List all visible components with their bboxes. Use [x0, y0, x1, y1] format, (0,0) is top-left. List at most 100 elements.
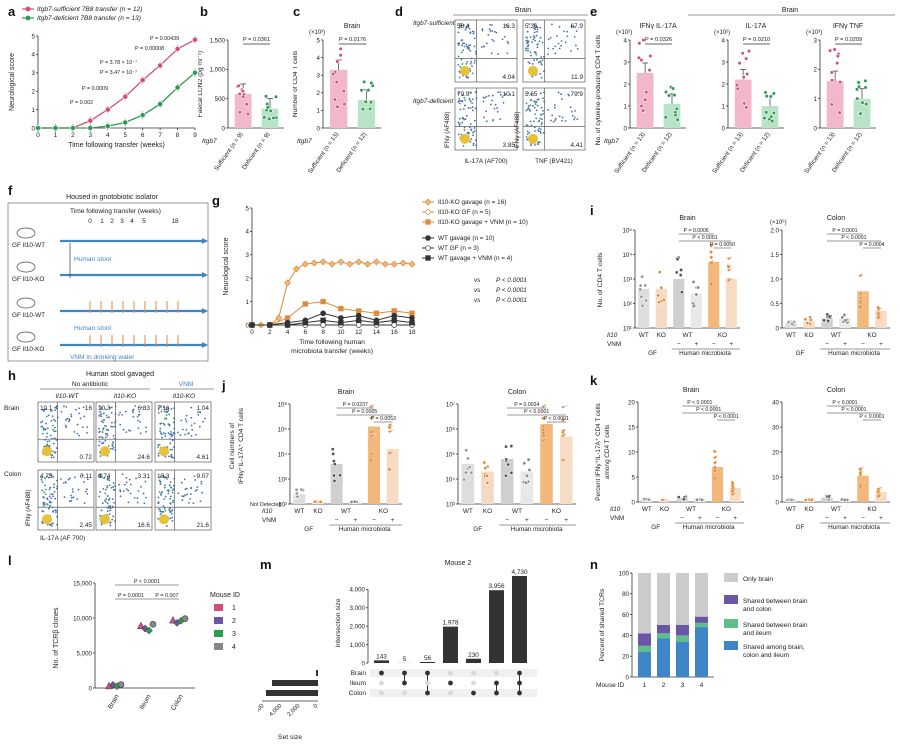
- flow-event: [525, 49, 527, 52]
- flow-event: [528, 23, 531, 26]
- data-point: [320, 317, 326, 324]
- flow-event: [125, 476, 128, 479]
- row-label: VNM: [262, 517, 276, 524]
- data-point: [670, 86, 676, 91]
- data-point: [330, 447, 335, 452]
- upset-dot: [517, 670, 522, 676]
- flow-event: [169, 517, 172, 520]
- stacked-bar-segment: [695, 622, 708, 628]
- multibar-y-tick-label: 10¹: [623, 325, 632, 332]
- flow-event: [139, 421, 142, 423]
- flow-event: [539, 73, 541, 75]
- series-line: [38, 39, 196, 129]
- timeline-tick: 4: [130, 218, 134, 225]
- data-point: [809, 497, 814, 502]
- bar: [725, 279, 737, 328]
- flow-event: [62, 482, 65, 484]
- data-point: [465, 456, 470, 461]
- data-point: [522, 461, 527, 466]
- bar-chart-y-tick-label: 1: [814, 96, 818, 103]
- y-axis-label: No. of CD4 T cells: [597, 252, 604, 308]
- flow-event: [535, 34, 538, 37]
- flow-event: [136, 501, 139, 504]
- flow-event: [458, 97, 461, 100]
- upset-dot: [471, 690, 476, 696]
- chart-m-y-tick-label: 1,000: [350, 642, 366, 649]
- data-point: [659, 285, 664, 290]
- data-point: [368, 429, 374, 435]
- flow-event: [474, 107, 477, 110]
- flow-event: [554, 45, 557, 48]
- p-value-label: P < 0.0001: [859, 414, 884, 420]
- flow-event: [502, 101, 505, 104]
- flow-event: [136, 497, 139, 500]
- x-tick-label: 8: [321, 329, 325, 336]
- legend-label: WT gavage + VNM (n = 4): [438, 255, 512, 262]
- flow-event: [461, 100, 464, 102]
- flow-event: [527, 47, 529, 50]
- flow-event: [164, 455, 167, 458]
- set-label: Brain: [351, 670, 367, 677]
- data-point: [789, 498, 794, 503]
- data-point: [318, 500, 323, 505]
- flow-event: [539, 128, 542, 131]
- flow-event: [167, 492, 170, 495]
- upset-dot: [402, 680, 407, 686]
- flow-event: [534, 39, 536, 42]
- flow-event: [162, 505, 165, 507]
- flow-event: [47, 414, 50, 417]
- flow-event: [463, 45, 466, 48]
- bar-chart-y-tick-label: 3: [317, 73, 321, 80]
- x-tick-label: 4: [106, 132, 110, 139]
- p-value-label: P < 0.0001: [696, 407, 721, 413]
- chart-a-y-tick-label: 2: [32, 89, 36, 96]
- flow-event: [528, 109, 531, 111]
- flow-event: [106, 510, 109, 513]
- p-value-label: P < 0.0001: [841, 407, 866, 413]
- flow-event: [165, 525, 168, 527]
- group-label: Itgb7: [202, 138, 217, 145]
- flow-event: [185, 414, 188, 417]
- x-axis-label: Mouse ID: [596, 682, 624, 689]
- flow-event: [167, 409, 170, 412]
- flow-event: [48, 495, 51, 498]
- flow-event: [98, 414, 101, 417]
- flow-event: [536, 30, 538, 33]
- data-point: [857, 482, 866, 487]
- bar: [785, 323, 797, 328]
- flow-event: [530, 93, 533, 96]
- flow-event: [458, 123, 461, 126]
- stool-label: Human stool: [74, 325, 112, 332]
- axis-exponent: (×10²): [616, 30, 632, 36]
- data-point: [87, 125, 94, 131]
- flow-event: [52, 442, 55, 445]
- flow-event: [42, 428, 45, 431]
- y-axis-label: IFNγ⁺IL-17A⁺ CD4 T cells: [238, 407, 245, 484]
- p-value-label: P = 0.0210: [743, 37, 770, 43]
- bar-value-label: 5: [403, 656, 407, 663]
- flow-event: [547, 109, 549, 111]
- flow-event: [67, 478, 70, 481]
- chart-a-y-tick-label: 3: [32, 70, 36, 77]
- multibar-y-tick-label: 30: [772, 424, 779, 431]
- data-point: [638, 283, 643, 288]
- panel-title: Brain: [782, 7, 798, 14]
- multibar-y-tick-label: 10⁵: [623, 227, 633, 234]
- flow-event: [466, 25, 469, 28]
- flow-event: [550, 119, 552, 122]
- chart-n-y-tick-label: 0: [626, 674, 630, 681]
- p-value-label: P < 0.0001: [832, 400, 857, 406]
- data-point: [104, 123, 111, 130]
- data-point: [648, 53, 653, 59]
- flow-event: [114, 405, 117, 408]
- multibar-y-tick-label: 10⁶: [278, 401, 288, 408]
- intersection-bar: [489, 590, 504, 663]
- legend-label: WT GF (n = 3): [438, 245, 479, 252]
- data-point: [803, 498, 808, 503]
- flow-row-label: Itgb7-sufficient: [413, 20, 455, 27]
- group-label: Itgb7: [297, 138, 312, 145]
- x-tick-label: 14: [373, 329, 381, 336]
- bar-chart-y-tick-label: 2: [814, 67, 818, 74]
- data-point: [367, 106, 373, 111]
- flow-event: [111, 425, 114, 428]
